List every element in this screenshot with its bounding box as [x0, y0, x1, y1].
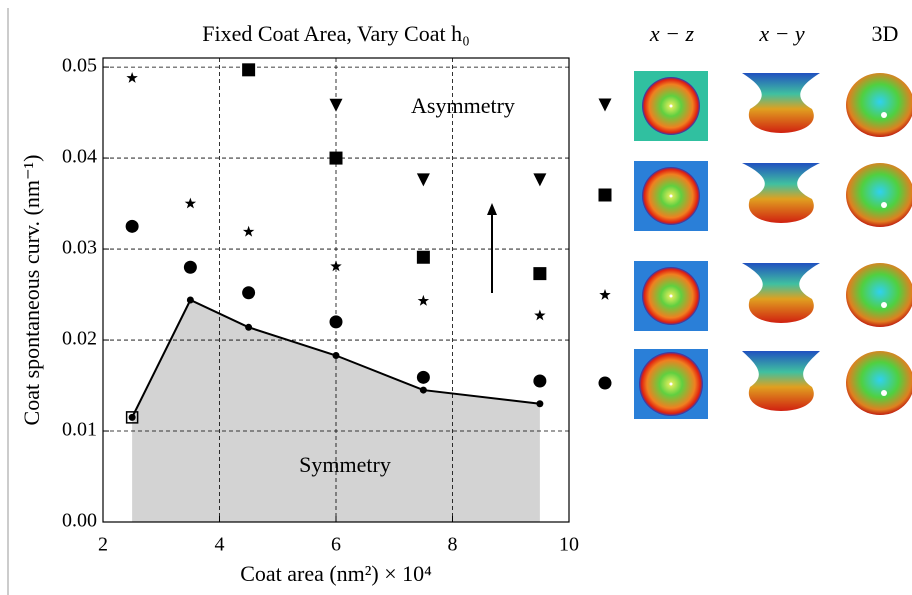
- xy-view: [742, 73, 820, 133]
- star-marker: [243, 226, 254, 237]
- annotation: Symmetry: [299, 452, 391, 477]
- star-marker: [534, 309, 545, 320]
- star-marker: [599, 289, 610, 300]
- triangle-marker: [330, 99, 343, 112]
- column-header: 3D: [872, 21, 899, 46]
- arrow-head: [487, 203, 497, 215]
- star-marker: [126, 72, 137, 83]
- 3d-highlight: [881, 390, 887, 396]
- 3d-view: [846, 263, 912, 327]
- xy-view: [742, 351, 820, 411]
- square-marker: [242, 63, 255, 76]
- column-header: x − y: [758, 21, 805, 46]
- figure: Fixed Coat Area, Vary Coat h₀ Coat area …: [0, 0, 912, 595]
- triangle-marker: [533, 173, 546, 186]
- triangle-marker: [599, 99, 612, 112]
- boundary-point: [536, 400, 543, 407]
- x-tick-label: 8: [448, 534, 458, 556]
- y-tick-label: 0.00: [62, 510, 97, 532]
- x-tick-label: 2: [98, 534, 108, 556]
- xz-center: [670, 295, 673, 298]
- square-marker: [417, 251, 430, 264]
- x-tick-label: 10: [559, 534, 579, 556]
- 3d-highlight: [881, 302, 887, 308]
- 3d-view: [846, 163, 912, 227]
- square-marker: [599, 189, 612, 202]
- y-tick-label: 0.01: [62, 419, 97, 441]
- y-tick-label: 0.04: [62, 146, 97, 168]
- circle-marker: [599, 377, 612, 390]
- xy-view: [742, 163, 820, 223]
- xz-center: [670, 105, 673, 108]
- 3d-view: [846, 351, 912, 415]
- circle-marker: [242, 286, 255, 299]
- star-marker: [185, 198, 196, 209]
- circle-marker: [330, 315, 343, 328]
- xz-center: [670, 195, 673, 198]
- 3d-view: [846, 73, 912, 137]
- 3d-highlight: [881, 112, 887, 118]
- triangle-marker: [417, 173, 430, 186]
- boundary-point: [245, 324, 252, 331]
- xz-center: [670, 383, 673, 386]
- 3d-highlight: [881, 202, 887, 208]
- xy-view: [742, 263, 820, 323]
- boundary-point: [187, 297, 194, 304]
- boundary-point: [129, 414, 136, 421]
- y-axis-label: Coat spontaneous curv. (nm⁻¹): [19, 155, 44, 426]
- y-tick-label: 0.02: [62, 328, 97, 350]
- column-header: x − z: [649, 21, 695, 46]
- y-tick-label: 0.03: [62, 237, 97, 259]
- x-tick-label: 6: [331, 534, 341, 556]
- star-marker: [418, 295, 429, 306]
- circle-marker: [126, 220, 139, 233]
- boundary-point: [420, 387, 427, 394]
- y-tick-label: 0.05: [62, 55, 97, 77]
- square-marker: [533, 267, 546, 280]
- circle-marker: [184, 261, 197, 274]
- boundary-point: [333, 352, 340, 359]
- x-tick-label: 4: [215, 534, 225, 556]
- panel-grid: x − z x − y 3D: [599, 21, 912, 419]
- circle-marker: [533, 374, 546, 387]
- x-axis-label: Coat area (nm²) × 10⁴: [240, 561, 432, 586]
- square-marker: [330, 152, 343, 165]
- circle-marker: [417, 371, 430, 384]
- annotation: Asymmetry: [411, 93, 515, 118]
- chart-title: Fixed Coat Area, Vary Coat h₀: [202, 21, 470, 46]
